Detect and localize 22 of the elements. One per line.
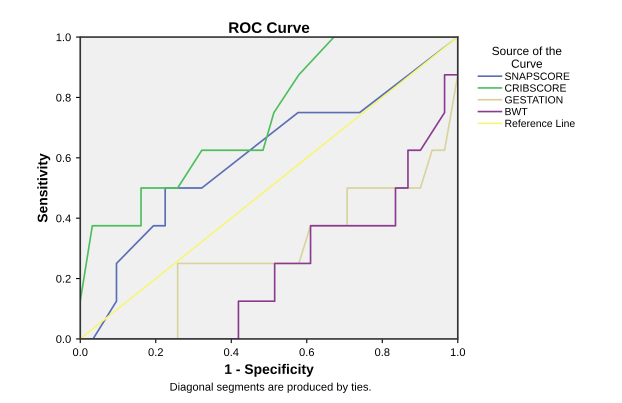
y-axis-title: Sensitivity (37, 153, 50, 222)
legend-title: Source of the Curve (492, 46, 562, 68)
y-tick-label: 0.8 (56, 94, 71, 102)
legend-label: GESTATION (505, 96, 562, 104)
y-tick-label: 0.2 (56, 274, 71, 283)
y-tick-label: 0.4 (56, 214, 71, 222)
x-tick-label: 0.2 (148, 348, 163, 356)
legend-label: BWT (505, 108, 528, 116)
text: Diagonal segments are produced by ties. (170, 382, 371, 393)
legend-label: Reference Line (505, 119, 575, 128)
x-tick-label: 1.0 (450, 348, 466, 356)
y-tick-label: 0.0 (56, 335, 71, 344)
y-tick-label: 0.6 (56, 154, 71, 162)
legend-label: CRIBSCORE (505, 84, 566, 92)
x-axis-title: 1 - Specificity (225, 364, 314, 377)
x-tick-label: 0.6 (299, 348, 314, 356)
x-tick-label: 0.8 (374, 348, 390, 356)
x-tick-label: 0.4 (224, 348, 239, 356)
y-tick-label: 1.0 (56, 33, 71, 42)
x-tick-label: 0.0 (72, 348, 88, 356)
legend-label: SNAPSCORE (505, 72, 570, 80)
chart-title: ROC Curve (229, 22, 310, 34)
